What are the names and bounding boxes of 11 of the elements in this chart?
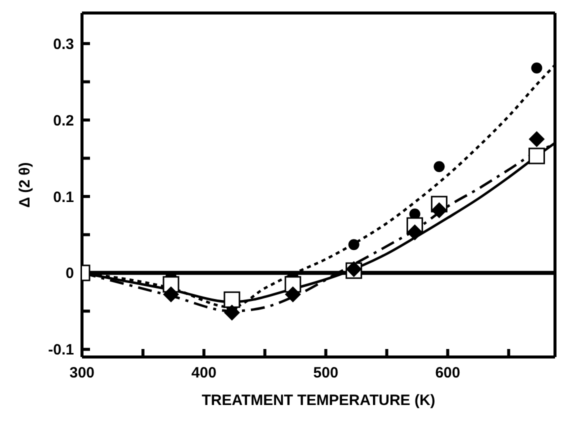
y-tick-label: 0.2 [53,112,74,130]
x-tick-label: 300 [69,364,95,382]
x-tick-label: 400 [191,364,216,382]
y-tick-label: 0.1 [53,188,74,206]
y-tick-label: -0.1 [48,342,74,359]
x-tick-label: 600 [435,364,460,382]
x-tick-label: 500 [313,364,338,382]
y-axis-title: Δ (2 θ) [16,162,34,208]
y-tick-label: 0.3 [53,36,74,53]
y-tick-label: 0 [66,265,74,282]
x-axis-title: TREATMENT TEMPERATURE (K) [202,392,436,409]
